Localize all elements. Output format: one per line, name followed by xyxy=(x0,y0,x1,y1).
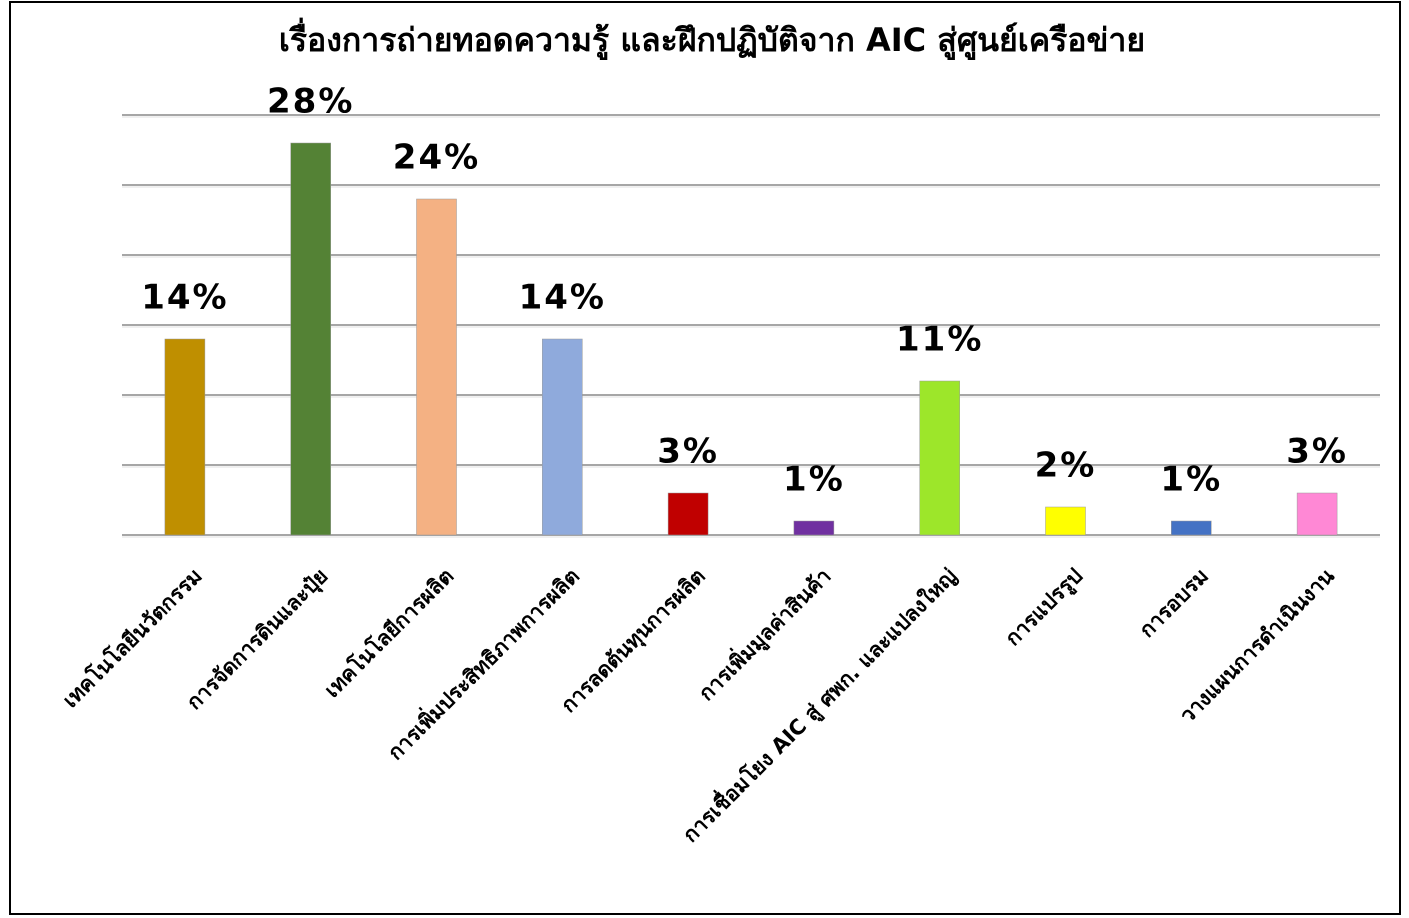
chart-frame xyxy=(9,1,1401,915)
bar xyxy=(164,338,206,536)
bar xyxy=(1171,520,1212,536)
data-label: 14% xyxy=(141,278,228,318)
bar xyxy=(1045,506,1086,536)
data-label: 2% xyxy=(1035,446,1097,486)
data-label: 1% xyxy=(1160,460,1222,500)
data-label: 11% xyxy=(896,320,983,360)
bar xyxy=(416,198,457,536)
data-label: 14% xyxy=(519,278,606,318)
data-label: 28% xyxy=(267,82,354,122)
bar xyxy=(542,338,583,536)
bar xyxy=(1296,492,1338,536)
data-label: 3% xyxy=(1286,432,1348,472)
bar xyxy=(919,380,960,536)
bar xyxy=(793,520,835,536)
chart-title: เรื่องการถ่ายทอดความรู้ และฝึกปฏิบัติจาก… xyxy=(279,17,1145,61)
data-label: 24% xyxy=(393,138,480,178)
data-label: 1% xyxy=(783,460,845,500)
data-label: 3% xyxy=(657,432,719,472)
bar xyxy=(290,142,331,536)
bar xyxy=(667,492,709,536)
